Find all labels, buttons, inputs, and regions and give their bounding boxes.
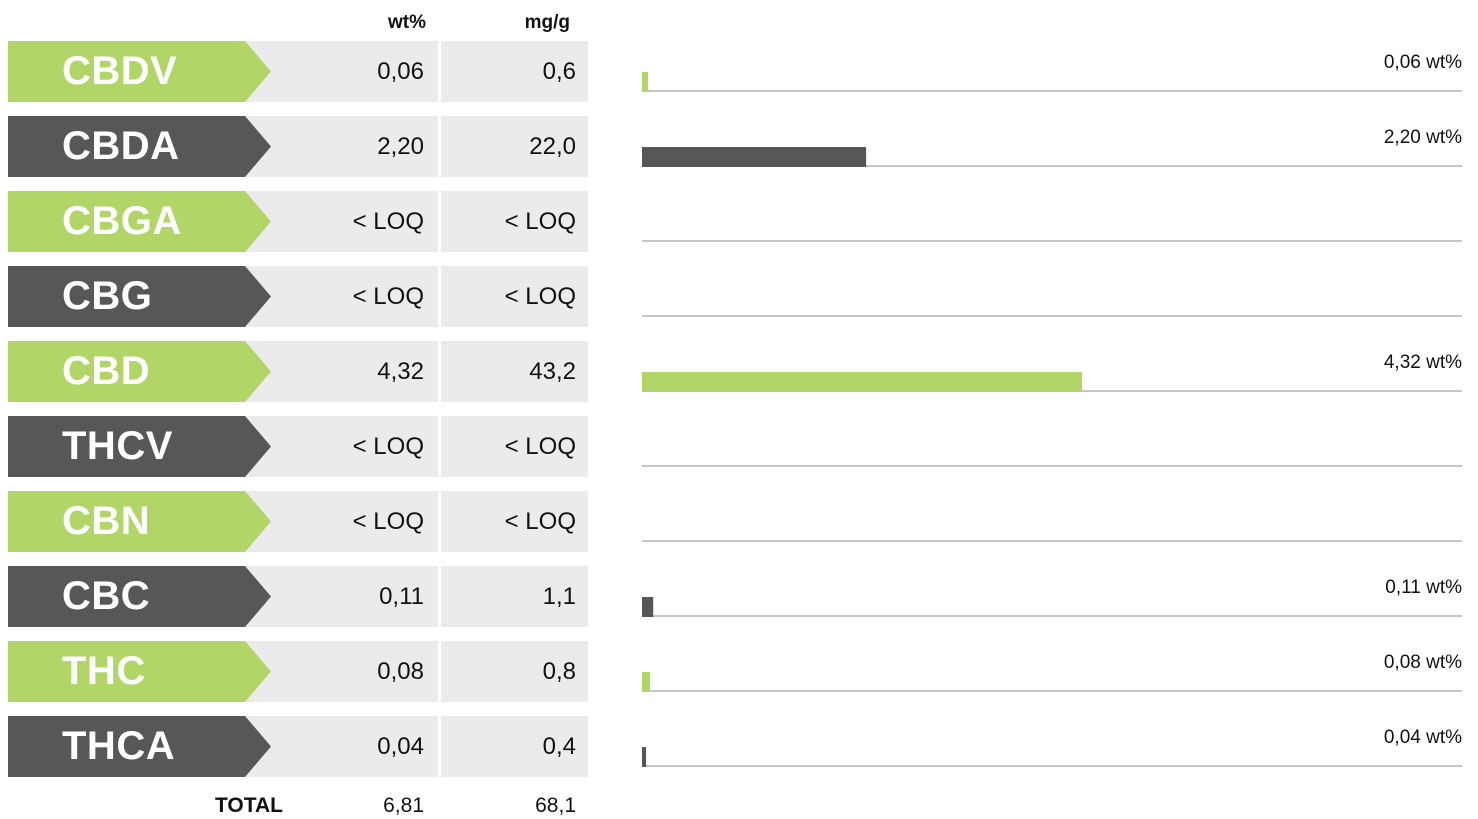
total-label: TOTAL — [214, 794, 283, 817]
bar-cbc — [642, 597, 654, 617]
bar-value-label: 2,20 wt% — [1384, 127, 1462, 148]
compound-name: CBGA — [62, 199, 182, 243]
header-wt: wt% — [388, 12, 426, 33]
compound-name: THCA — [62, 724, 176, 768]
compound-tag: CBG — [8, 266, 271, 327]
mg-per-g-cell: 0,8 — [542, 658, 576, 685]
bar-thc — [642, 672, 651, 692]
compound-tag: CBC — [8, 566, 271, 627]
total-mg: 68,1 — [535, 794, 576, 817]
bar-cbd — [642, 372, 1083, 392]
compound-tag: CBD — [8, 341, 271, 402]
wt-percent-cell: 0,06 — [377, 58, 424, 85]
cell-divider — [438, 491, 441, 552]
compound-name: CBC — [62, 574, 151, 618]
cell-divider — [438, 566, 441, 627]
bar-value-label: 0,11 wt% — [1385, 577, 1462, 598]
cell-divider — [438, 341, 441, 402]
compound-name: CBDA — [62, 124, 180, 168]
table-row: CBD 4,32 43,2 — [8, 341, 588, 402]
wt-percent-cell: < LOQ — [352, 508, 424, 535]
wt-percent-cell: < LOQ — [352, 208, 424, 235]
mg-per-g-cell: < LOQ — [504, 283, 576, 310]
bar-value-label: 0,06 wt% — [1384, 52, 1462, 73]
table-row: THC 0,08 0,8 — [8, 641, 588, 702]
mg-per-g-cell: < LOQ — [504, 208, 576, 235]
table-row: CBDV 0,06 0,6 — [8, 41, 588, 102]
cell-divider — [438, 191, 441, 252]
wt-percent-cell: 4,32 — [377, 358, 424, 385]
mg-per-g-cell: 22,0 — [529, 133, 576, 160]
cell-divider — [438, 641, 441, 702]
compound-name: CBD — [62, 349, 151, 393]
bar-value-label: 4,32 wt% — [1384, 352, 1462, 373]
cell-divider — [438, 266, 441, 327]
bar-cbda — [642, 147, 867, 167]
mg-per-g-cell: < LOQ — [504, 433, 576, 460]
compound-name: THC — [62, 649, 146, 693]
cell-divider — [438, 716, 441, 777]
wt-percent-cell: < LOQ — [352, 433, 424, 460]
table-row: CBN < LOQ < LOQ — [8, 491, 588, 552]
table-row: CBGA < LOQ < LOQ — [8, 191, 588, 252]
cell-divider — [438, 416, 441, 477]
wt-percent-cell: 0,04 — [377, 733, 424, 760]
table-row: CBC 0,11 1,1 — [8, 566, 588, 627]
compound-tag: CBDV — [8, 41, 271, 102]
wt-percent-cell: < LOQ — [352, 283, 424, 310]
total-wt: 6,81 — [383, 794, 424, 817]
mg-per-g-cell: 43,2 — [529, 358, 576, 385]
cell-divider — [438, 116, 441, 177]
mg-per-g-cell: 1,1 — [542, 583, 576, 610]
table-row: CBG < LOQ < LOQ — [8, 266, 588, 327]
table-row: CBDA 2,20 22,0 — [8, 116, 588, 177]
bar-value-label: 0,04 wt% — [1384, 727, 1462, 748]
compound-name: CBN — [62, 499, 151, 543]
mg-per-g-cell: 0,4 — [542, 733, 576, 760]
table-row: THCA 0,04 0,4 — [8, 716, 588, 777]
compound-tag: THC — [8, 641, 271, 702]
header-mg: mg/g — [524, 12, 570, 33]
compound-name: THCV — [62, 424, 173, 468]
wt-percent-cell: 0,08 — [377, 658, 424, 685]
compound-tag: CBN — [8, 491, 271, 552]
wt-percent-cell: 2,20 — [377, 133, 424, 160]
bar-cbdv — [642, 72, 649, 92]
compound-name: CBG — [62, 274, 153, 318]
mg-per-g-cell: < LOQ — [504, 508, 576, 535]
wt-percent-cell: 0,11 — [379, 583, 424, 610]
mg-per-g-cell: 0,6 — [542, 58, 576, 85]
compound-tag: CBDA — [8, 116, 271, 177]
compound-tag: CBGA — [8, 191, 271, 252]
bar-value-label: 0,08 wt% — [1384, 652, 1462, 673]
table-row: THCV < LOQ < LOQ — [8, 416, 588, 477]
compound-tag: THCA — [8, 716, 271, 777]
bar-thca — [642, 747, 647, 767]
cell-divider — [438, 41, 441, 102]
bar-chart: 0,06 wt% 2,20 wt% 4,32 wt% 0,11 wt% 0,08 wt%… — [642, 52, 1462, 767]
compound-tag: THCV — [8, 416, 271, 477]
compound-name: CBDV — [62, 49, 178, 93]
